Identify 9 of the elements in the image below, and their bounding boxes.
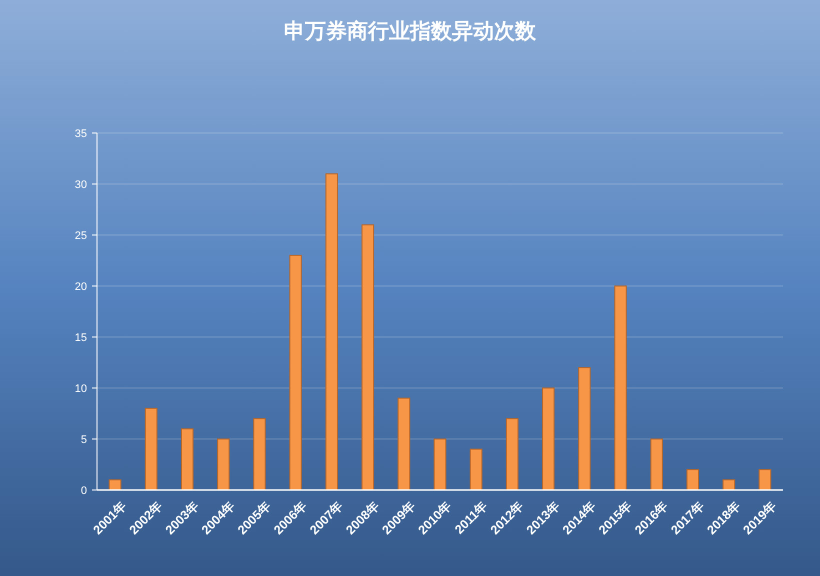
ytick-label: 20 xyxy=(74,281,87,293)
ytick-label: 25 xyxy=(74,230,87,242)
ytick-label: 10 xyxy=(74,383,87,395)
ytick-label: 5 xyxy=(80,434,87,446)
ytick-label: 30 xyxy=(74,179,87,191)
ytick-label: 0 xyxy=(80,485,87,497)
ytick-label: 35 xyxy=(74,128,87,140)
title: 申万券商行业指数异动次数 xyxy=(284,20,536,43)
ytick-label: 15 xyxy=(74,332,87,344)
